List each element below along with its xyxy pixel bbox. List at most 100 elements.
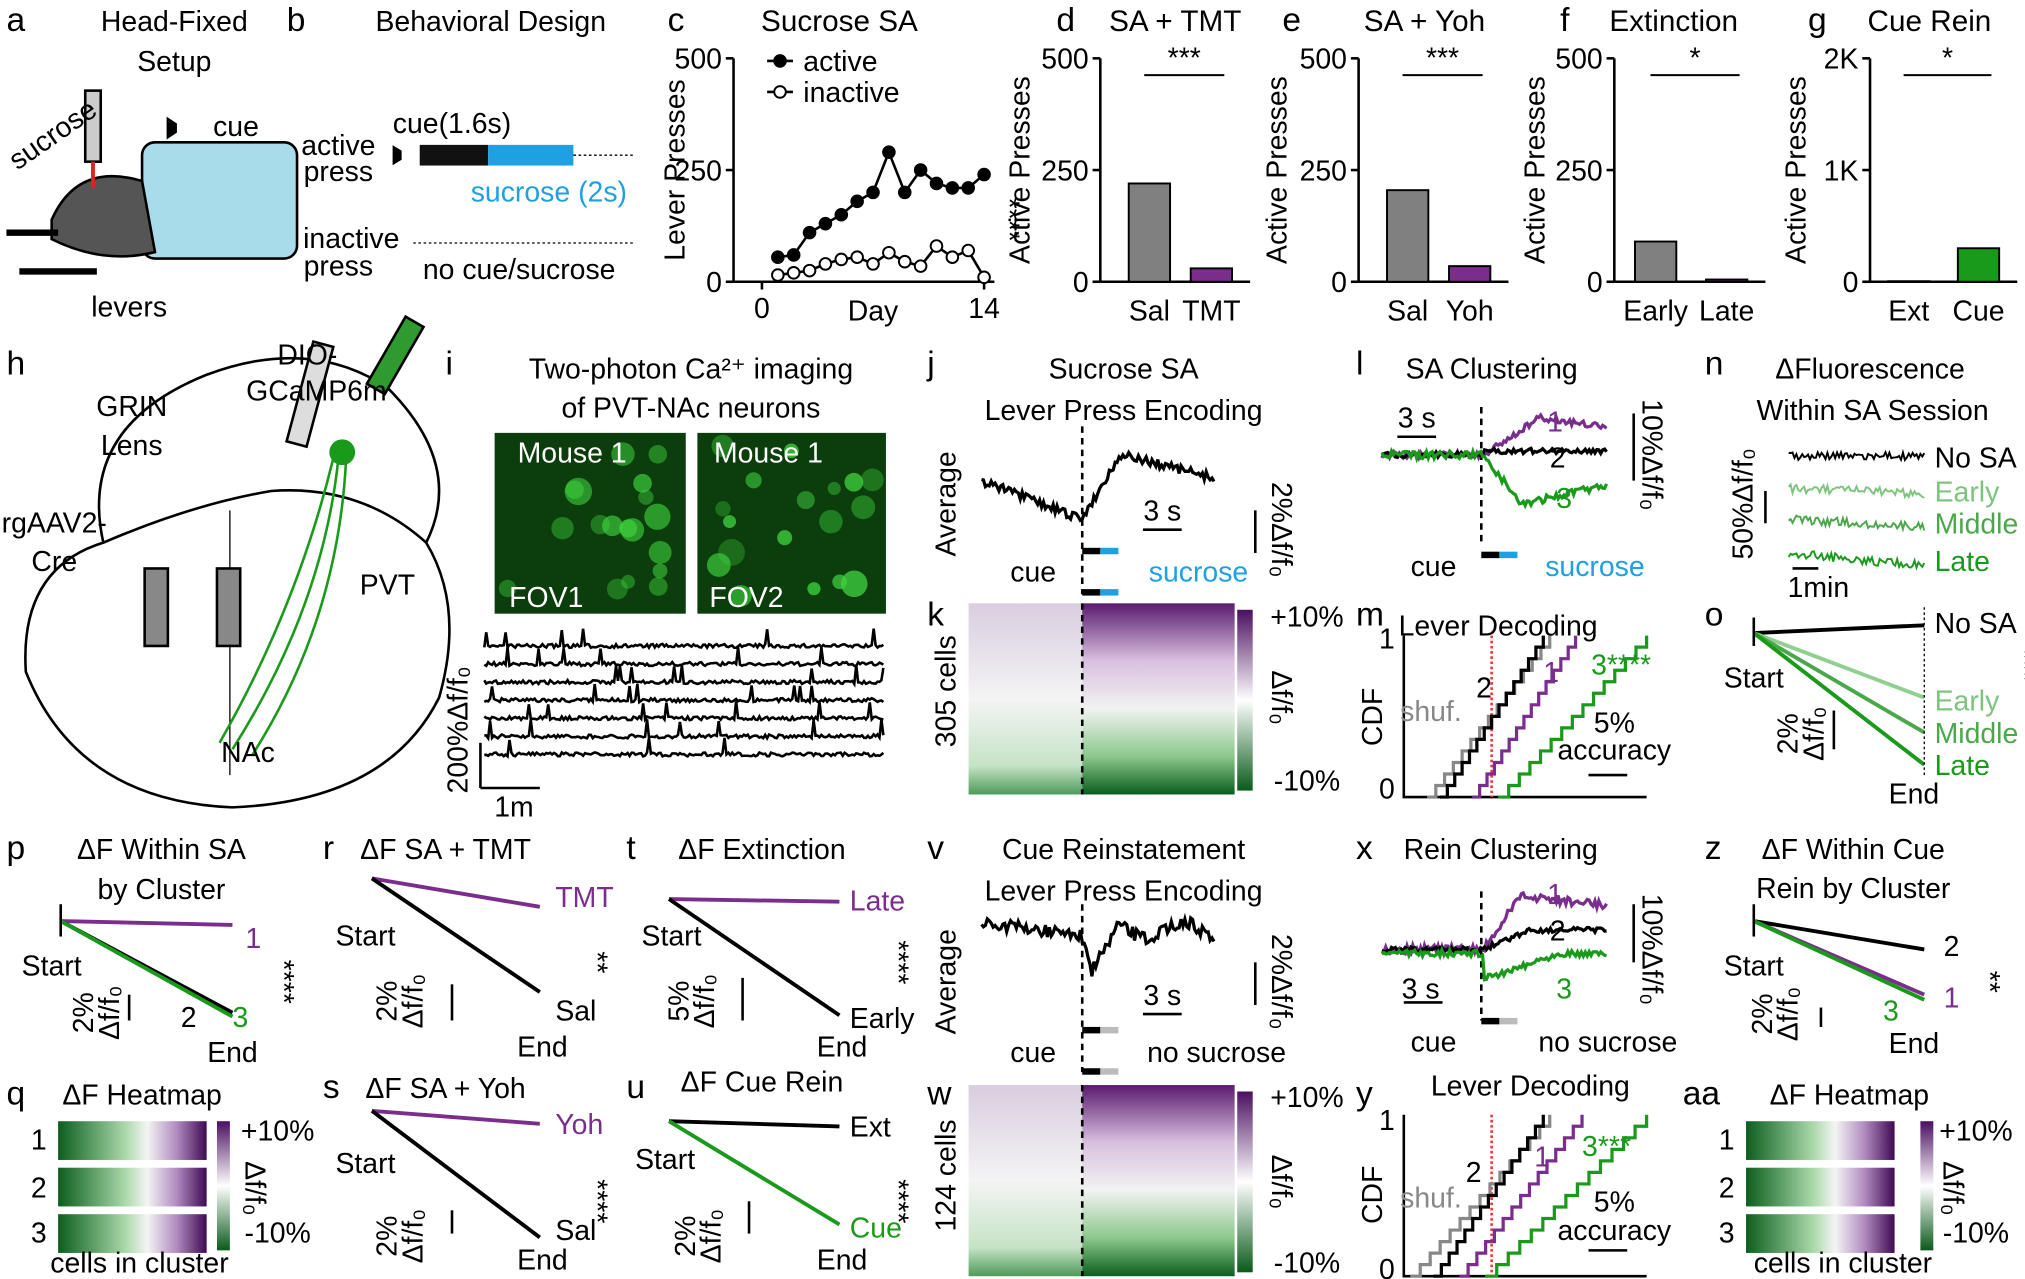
- label: a: [6, 2, 25, 39]
- label: 500: [1300, 44, 1347, 76]
- label: n: [1705, 346, 1724, 383]
- label: 1: [1547, 879, 1563, 911]
- point: [882, 245, 896, 260]
- label: Lever Decoding: [1399, 611, 1598, 643]
- label: 0: [1073, 267, 1089, 299]
- label: ΔF SA + Yoh: [365, 1073, 525, 1105]
- label: Middle: [1935, 509, 2019, 541]
- grin-lens: [285, 339, 335, 449]
- label: 2: [1476, 673, 1492, 705]
- label: 1: [1534, 1141, 1550, 1173]
- sucrose-mark: [1499, 551, 1518, 559]
- label: ΔF Cue Rein: [681, 1067, 844, 1099]
- point: [818, 257, 833, 271]
- point: [945, 181, 960, 195]
- label: ***: [1168, 42, 1201, 74]
- neuron: [620, 518, 645, 542]
- label: +10%: [1939, 1116, 2012, 1148]
- label: 124 cells: [931, 1119, 963, 1231]
- cdf: [1433, 1114, 1545, 1278]
- injector: [215, 567, 242, 648]
- virus-syringe: [365, 314, 426, 396]
- label: No SA: [1935, 608, 2017, 640]
- label: aa: [1683, 1075, 1721, 1112]
- label: 14: [968, 293, 1000, 325]
- label: u: [626, 1069, 645, 1106]
- label: Δf/f₀: [238, 1161, 270, 1215]
- label: 1: [1719, 1125, 1735, 1157]
- label: FOV1: [509, 582, 583, 614]
- bar: [1386, 189, 1430, 283]
- label: 2%: [371, 981, 403, 1022]
- trace: [483, 701, 884, 723]
- mouse: [50, 174, 157, 258]
- trace: [1380, 446, 1609, 510]
- label: Cre: [31, 546, 77, 578]
- label: Average: [931, 451, 963, 556]
- label: g: [1808, 2, 1827, 39]
- point: [977, 167, 991, 182]
- label: sucrose (2s): [471, 177, 627, 209]
- label: cue(1.6s): [393, 108, 511, 140]
- label: shuf.: [1400, 696, 1462, 728]
- heatmap-row: [1746, 1121, 1895, 1160]
- point: [802, 225, 817, 240]
- heatmap-row: [1746, 1167, 1895, 1207]
- label: 3****: [1591, 649, 1651, 681]
- cue-mark: [1481, 1017, 1500, 1025]
- bar: [1634, 240, 1678, 283]
- label: e: [1282, 2, 1301, 39]
- label: 2: [1719, 1172, 1735, 1204]
- label: 1: [1379, 624, 1395, 656]
- label: PVT: [360, 569, 415, 601]
- label: 1: [1543, 657, 1559, 689]
- label: Δf/f₀: [397, 1209, 429, 1263]
- label: Early: [1623, 296, 1689, 328]
- label: CDF: [1357, 688, 1389, 746]
- label: End: [817, 1032, 868, 1064]
- neuron: [652, 563, 668, 579]
- label: CDF: [1357, 1166, 1389, 1224]
- label: End: [1889, 779, 1940, 811]
- trace: [484, 737, 885, 759]
- label: Start: [1724, 950, 1784, 982]
- label: Sal: [1387, 296, 1428, 328]
- neuron: [840, 570, 868, 598]
- label: r: [323, 830, 334, 867]
- change-line: [667, 1119, 841, 1227]
- label: 2%: [670, 1216, 702, 1257]
- label: **: [581, 951, 613, 973]
- label: p: [6, 830, 25, 867]
- label: Lever Decoding: [1431, 1070, 1630, 1102]
- colorbar: [1237, 609, 1253, 791]
- trace: [1787, 482, 1925, 500]
- label: ΔFluorescence: [1775, 354, 1964, 386]
- label: 1: [1547, 407, 1563, 439]
- colorbar: [216, 1121, 230, 1251]
- neuron: [633, 473, 652, 493]
- change-line: [1753, 919, 1925, 952]
- label: Δf/f₀: [1265, 670, 1297, 724]
- point: [897, 254, 912, 269]
- projections: [218, 458, 348, 757]
- label: 2: [1466, 1157, 1482, 1189]
- label: Lever Press Encoding: [985, 875, 1263, 907]
- heatmap-row: [58, 1214, 207, 1253]
- cdf: [1472, 635, 1578, 799]
- label: Behavioral Design: [375, 6, 606, 38]
- point: [802, 263, 817, 278]
- legend-marker: [773, 85, 787, 99]
- neuron: [715, 501, 731, 517]
- bar: [1189, 267, 1234, 283]
- neuron: [565, 480, 584, 500]
- label: ***: [2008, 649, 2025, 682]
- label: ΔF SA + TMT: [360, 834, 531, 866]
- label: +10%: [1270, 1082, 1343, 1114]
- sucrose-mark: [1100, 547, 1119, 555]
- label: t: [626, 830, 636, 867]
- label: Start: [1724, 662, 1784, 694]
- label: Sal: [555, 1215, 596, 1247]
- label: c: [668, 2, 685, 39]
- label: ****: [267, 960, 299, 1004]
- cdf: [1485, 1114, 1649, 1278]
